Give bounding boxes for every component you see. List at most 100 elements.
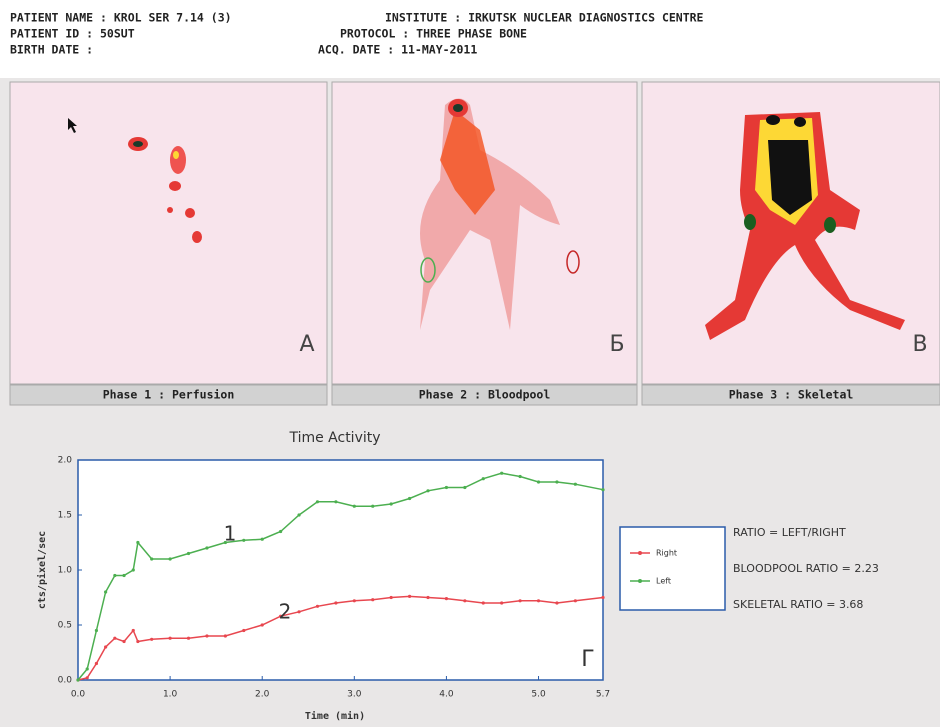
institute: INSTITUTE : IRKUTSK NUCLEAR DIAGNOSTICS …: [385, 11, 704, 25]
point: [371, 505, 374, 508]
point: [316, 500, 319, 503]
point: [169, 637, 172, 640]
point: [555, 601, 558, 604]
legend-marker: [638, 579, 642, 583]
acq-date: ACQ. DATE : 11-MAY-2011: [318, 43, 477, 57]
y-tick-label: 1.5: [58, 511, 72, 521]
point: [242, 539, 245, 542]
point: [132, 568, 135, 571]
point: [445, 597, 448, 600]
point: [482, 477, 485, 480]
point: [500, 601, 503, 604]
point: [76, 678, 79, 681]
x-tick-label: 0.0: [71, 690, 86, 700]
point: [205, 546, 208, 549]
y-tick-label: 2.0: [58, 456, 73, 466]
panel-1: [10, 82, 327, 405]
point: [150, 557, 153, 560]
ratio: SKELETAL RATIO = 3.68: [733, 598, 863, 611]
point: [537, 599, 540, 602]
point: [519, 599, 522, 602]
point: [297, 610, 300, 613]
y-tick-label: 0.5: [58, 621, 72, 631]
point: [353, 599, 356, 602]
ratio: BLOODPOOL RATIO = 2.23: [733, 562, 879, 575]
point: [122, 574, 125, 577]
point: [537, 480, 540, 483]
point: [132, 629, 135, 632]
point: [408, 497, 411, 500]
x-tick-label: 5.7: [596, 690, 610, 700]
point: [371, 598, 374, 601]
panel-caption: Phase 1 : Perfusion: [103, 388, 235, 402]
protocol: PROTOCOL : THREE PHASE BONE: [340, 27, 527, 41]
patient-id: PATIENT ID : 50SUT: [10, 27, 135, 41]
point: [555, 480, 558, 483]
annotation: Г: [581, 647, 594, 672]
point: [601, 596, 604, 599]
point: [86, 667, 89, 670]
point: [463, 486, 466, 489]
point: [390, 596, 393, 599]
panel-letter: A: [299, 332, 314, 357]
point: [297, 513, 300, 516]
point: [500, 472, 503, 475]
point: [95, 662, 98, 665]
point: [353, 505, 356, 508]
point: [95, 629, 98, 632]
point: [519, 475, 522, 478]
point: [187, 637, 190, 640]
y-axis-title: cts/pixel/sec: [36, 531, 48, 609]
annotation: 2: [279, 600, 292, 624]
point: [463, 599, 466, 602]
point: [113, 574, 116, 577]
legend-label: Right: [656, 549, 677, 558]
point: [122, 640, 125, 643]
y-tick-label: 0.0: [58, 676, 73, 686]
point: [390, 502, 393, 505]
x-tick-label: 2.0: [255, 690, 270, 700]
panel-letter: B: [912, 332, 927, 357]
ratio: RATIO = LEFT/RIGHT: [733, 526, 846, 539]
patient-name: PATIENT NAME : KROL SER 7.14 (3): [10, 11, 232, 25]
y-tick-label: 1.0: [58, 566, 73, 576]
point: [408, 595, 411, 598]
point: [242, 629, 245, 632]
point: [150, 638, 153, 641]
screen: PATIENT NAME : KROL SER 7.14 (3) PATIENT…: [0, 0, 940, 727]
panel-caption: Phase 2 : Bloodpool: [419, 388, 551, 402]
legend-label: Left: [656, 577, 671, 586]
panel-2: [332, 82, 637, 405]
point: [334, 601, 337, 604]
birth-date: BIRTH DATE :: [10, 43, 93, 57]
point: [224, 634, 227, 637]
point: [426, 489, 429, 492]
panel-letter: Б: [609, 332, 624, 357]
panel-3: [642, 82, 940, 405]
point: [205, 634, 208, 637]
x-tick-label: 1.0: [163, 690, 178, 700]
point: [279, 530, 282, 533]
legend-marker: [638, 551, 642, 555]
point: [104, 590, 107, 593]
point: [136, 640, 139, 643]
legend: [620, 527, 725, 610]
annotation: 1: [224, 522, 237, 546]
panel-caption: Phase 3 : Skeletal: [729, 388, 854, 402]
point: [601, 488, 604, 491]
point: [169, 557, 172, 560]
point: [445, 486, 448, 489]
x-axis-title: Time (min): [305, 710, 365, 722]
plot-area: [78, 460, 603, 680]
point: [261, 538, 264, 541]
point: [334, 500, 337, 503]
point: [86, 676, 89, 679]
point: [104, 645, 107, 648]
point: [261, 623, 264, 626]
point: [113, 637, 116, 640]
point: [574, 599, 577, 602]
point: [187, 552, 190, 555]
point: [482, 601, 485, 604]
chart-title: Time Activity: [288, 430, 380, 446]
x-tick-label: 4.0: [439, 690, 454, 700]
